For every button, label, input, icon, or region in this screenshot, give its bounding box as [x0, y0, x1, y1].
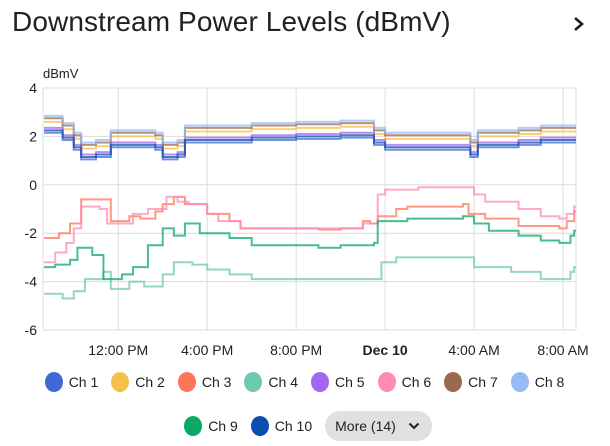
x-tick-label: 4:00 AM	[448, 342, 499, 358]
x-tick-label: 8:00 AM	[537, 342, 588, 358]
series-line-ch-8	[44, 114, 576, 144]
legend-swatch	[44, 372, 63, 392]
y-axis-label: dBmV	[43, 66, 79, 81]
y-tick-label: -2	[25, 225, 38, 241]
legend-swatch	[311, 372, 329, 392]
y-tick-label: 2	[29, 128, 37, 144]
legend-label: Ch 10	[274, 418, 313, 434]
legend-item[interactable]: Ch 8	[510, 372, 565, 392]
legend-swatch	[250, 416, 269, 436]
legend-label: Ch 6	[401, 374, 432, 390]
series-line-ch-4	[44, 256, 576, 300]
legend-label: Ch 3	[201, 374, 232, 390]
legend-item[interactable]: Ch 3	[177, 372, 232, 392]
legend-row: Ch 1 Ch 2 Ch 3 Ch 4 Ch 5 Ch 6 Ch 7 Ch 8	[0, 372, 610, 392]
legend-item[interactable]: Ch 5	[311, 372, 365, 392]
y-tick-label: -6	[25, 322, 38, 338]
legend-item[interactable]: Ch 10	[250, 416, 313, 436]
y-tick-label: 0	[29, 177, 37, 193]
x-tick-label: 12:00 PM	[88, 342, 148, 358]
legend-swatch	[177, 372, 196, 392]
more-channels-button[interactable]: More (14)	[325, 411, 432, 441]
legend-swatch	[377, 372, 396, 392]
legend-swatch	[510, 372, 529, 392]
legend-item[interactable]: Ch 6	[377, 372, 432, 392]
y-tick-label: 4	[29, 80, 37, 96]
legend-item[interactable]: Ch 4	[244, 372, 298, 392]
legend-label: Ch 1	[68, 374, 99, 390]
legend-label: Ch 4	[268, 374, 298, 390]
page-title: Downstream Power Levels (dBmV)	[12, 6, 451, 37]
x-tick-label: 4:00 PM	[181, 342, 233, 358]
legend-label: Ch 2	[135, 374, 165, 390]
legend-item[interactable]: Ch 9	[184, 416, 238, 436]
series-line-ch-1	[44, 131, 576, 161]
series-line-ch-9	[44, 215, 576, 281]
legend-swatch	[444, 372, 463, 392]
series-line-ch-10	[44, 129, 576, 158]
x-tick-label: Dec 10	[363, 342, 408, 358]
legend-label: Ch 9	[208, 418, 238, 434]
legend-label: Ch 8	[534, 374, 565, 390]
series-line-ch-6	[44, 186, 576, 264]
y-tick-label: -4	[25, 274, 38, 290]
legend-swatch	[111, 372, 130, 392]
legend-item[interactable]: Ch 1	[44, 372, 99, 392]
legend-swatch	[184, 416, 203, 436]
series-line-ch-2	[44, 120, 576, 150]
chevron-down-icon	[408, 422, 420, 430]
legend-item[interactable]: Ch 7	[444, 372, 498, 392]
legend-row: Ch 9 Ch 10 More (14)	[0, 411, 610, 441]
series-line-ch-3	[44, 195, 576, 240]
x-tick-label: 8:00 PM	[270, 342, 322, 358]
chevron-right-icon[interactable]	[569, 12, 589, 36]
series-line-ch-7	[44, 117, 576, 146]
legend-swatch	[244, 372, 263, 392]
legend-label: Ch 5	[335, 374, 365, 390]
series-line-ch-5	[44, 126, 576, 156]
legend-label: Ch 7	[468, 374, 498, 390]
legend-item[interactable]: Ch 2	[111, 372, 165, 392]
power-levels-chart: dBmV 4 2 0 -2 -4 -6 12:00 PM 4:00 PM 8:00 PM Dec 1…	[25, 66, 589, 358]
more-label: More (14)	[335, 418, 396, 434]
